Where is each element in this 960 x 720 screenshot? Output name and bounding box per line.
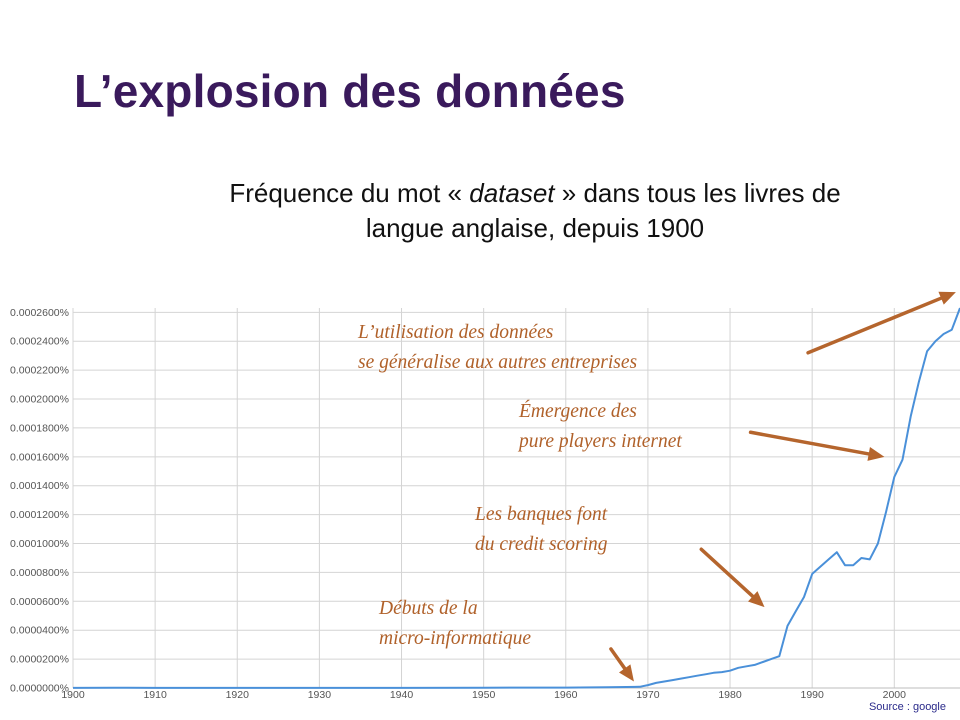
x-tick-label: 2000 bbox=[883, 689, 907, 700]
subtitle-term: dataset bbox=[469, 178, 555, 208]
annotation-arrow-head bbox=[867, 447, 885, 461]
y-tick-label: 0.0000600% bbox=[10, 596, 69, 608]
y-axis-ticks: 0.0000000% 0.0000200% 0.0000400% 0.0000600%… bbox=[10, 307, 69, 695]
y-tick-label: 0.0001400% bbox=[10, 480, 69, 492]
annotation-arrow-shaft bbox=[699, 547, 755, 599]
y-tick-label: 0.0002200% bbox=[10, 365, 69, 377]
x-tick-label: 1970 bbox=[636, 689, 660, 700]
annotation-arrow-shaft bbox=[609, 647, 627, 671]
annotation-arrow-shaft bbox=[748, 430, 871, 456]
grid bbox=[72, 308, 960, 689]
subtitle-prefix: Fréquence du mot « bbox=[229, 178, 470, 208]
ngram-chart: 0.0000000% 0.0000200% 0.0000400% 0.0000600%… bbox=[10, 291, 960, 700]
annotation-line: Débuts de la bbox=[379, 598, 478, 619]
annotation-arrow-head bbox=[938, 291, 956, 305]
y-tick-label: 0.0000200% bbox=[10, 654, 69, 666]
x-axis-ticks: 1900 1910 1920 1930 1940 1950 1960 1970 1980 1990… bbox=[61, 689, 906, 700]
x-tick-label: 1900 bbox=[61, 689, 85, 700]
y-tick-label: 0.0000000% bbox=[10, 683, 69, 695]
y-tick-label: 0.0002000% bbox=[10, 394, 69, 406]
source-credit: Source : google bbox=[868, 701, 946, 713]
slide-title: L’explosion des données bbox=[74, 65, 626, 117]
annotation-micro-computing: Débuts de la micro-informatique bbox=[379, 594, 531, 654]
y-tick-label: 0.0001000% bbox=[10, 538, 69, 550]
y-tick-label: 0.0002600% bbox=[10, 307, 69, 319]
annotation-line: du credit scoring bbox=[475, 534, 608, 555]
x-tick-label: 1950 bbox=[472, 689, 496, 700]
annotation-line: Émergence des bbox=[519, 401, 637, 422]
y-tick-label: 0.0001800% bbox=[10, 422, 69, 434]
x-tick-label: 1960 bbox=[554, 689, 578, 700]
y-tick-label: 0.0001200% bbox=[10, 509, 69, 521]
annotation-line: micro-informatique bbox=[379, 628, 532, 649]
annotation-data-usage: L’utilisation des données se généralise … bbox=[358, 318, 637, 378]
x-tick-label: 1940 bbox=[390, 689, 414, 700]
annotation-line: pure players internet bbox=[519, 431, 682, 452]
annotation-pure-players: Émergence des pure players internet bbox=[519, 397, 682, 457]
y-tick-label: 0.0000800% bbox=[10, 567, 69, 579]
annotation-line: L’utilisation des données bbox=[358, 322, 554, 343]
y-tick-label: 0.0000400% bbox=[10, 625, 69, 637]
x-tick-label: 1980 bbox=[718, 689, 742, 700]
annotation-credit-scoring: Les banques font du credit scoring bbox=[475, 500, 608, 560]
series-layer bbox=[72, 307, 960, 689]
annotation-arrows bbox=[609, 291, 956, 682]
subtitle-line-2: langue anglaise, depuis 1900 bbox=[365, 213, 705, 243]
x-tick-label: 1910 bbox=[143, 689, 167, 700]
annotation-arrow-head bbox=[618, 664, 634, 682]
x-tick-label: 1930 bbox=[308, 689, 332, 700]
y-tick-label: 0.0002400% bbox=[10, 336, 69, 348]
chart-subtitle: Fréquence du mot « dataset » dans tous l… bbox=[140, 176, 930, 246]
y-tick-label: 0.0001600% bbox=[10, 451, 69, 463]
annotation-line: se généralise aux autres entreprises bbox=[358, 352, 638, 373]
series-line-dataset bbox=[72, 307, 960, 689]
annotation-arrow-shaft bbox=[806, 296, 943, 355]
subtitle-suffix: » dans tous les livres de bbox=[554, 178, 841, 208]
annotation-line: Les banques font bbox=[475, 504, 608, 525]
x-tick-label: 1920 bbox=[226, 689, 250, 700]
annotation-arrow-head bbox=[747, 591, 765, 608]
subtitle-line-1: Fréquence du mot « dataset » dans tous l… bbox=[140, 176, 930, 211]
x-tick-label: 1990 bbox=[800, 689, 824, 700]
